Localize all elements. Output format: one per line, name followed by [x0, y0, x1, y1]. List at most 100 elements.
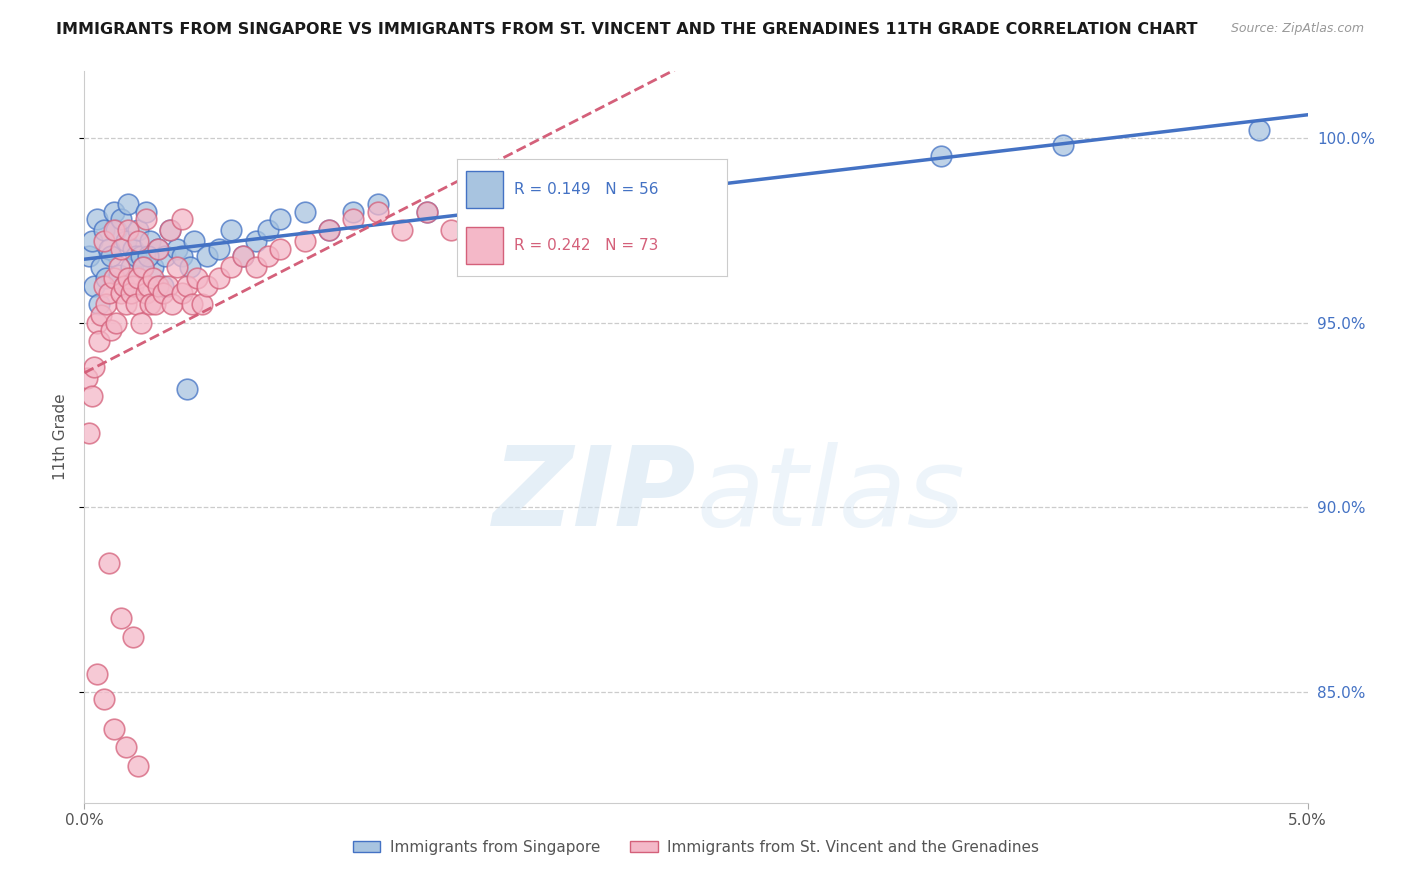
Point [122, 630, 145, 644]
Point [86, 666, 108, 681]
Point [122, 242, 145, 256]
Point [929, 149, 952, 163]
Point [367, 204, 389, 219]
Point [183, 235, 205, 249]
Point [172, 285, 194, 300]
Point [97, 285, 120, 300]
Point [146, 242, 169, 256]
Point [186, 271, 208, 285]
Point [1247, 123, 1270, 137]
Point [257, 223, 280, 237]
Point [245, 260, 267, 274]
Point [318, 223, 340, 237]
Text: Source: ZipAtlas.com: Source: ZipAtlas.com [1230, 22, 1364, 36]
Point [110, 285, 132, 300]
Point [127, 235, 149, 249]
Point [105, 316, 128, 330]
Point [135, 204, 157, 219]
Point [232, 249, 254, 263]
Point [152, 285, 174, 300]
Point [93, 278, 115, 293]
Point [166, 260, 188, 274]
Point [90, 308, 112, 322]
Point [208, 242, 231, 256]
Point [110, 212, 132, 227]
Point [132, 260, 155, 274]
Point [122, 278, 145, 293]
Point [115, 297, 138, 311]
Point [562, 186, 585, 201]
Point [391, 223, 413, 237]
Point [107, 260, 129, 274]
Point [464, 212, 486, 227]
Point [294, 204, 316, 219]
Point [1052, 138, 1074, 153]
Legend: Immigrants from Singapore, Immigrants from St. Vincent and the Grenadines: Immigrants from Singapore, Immigrants fr… [347, 834, 1045, 861]
Point [139, 235, 162, 249]
Point [77, 426, 100, 441]
Point [125, 297, 148, 311]
Point [115, 235, 138, 249]
Point [112, 278, 135, 293]
Point [416, 204, 439, 219]
Point [129, 316, 152, 330]
Point [342, 204, 364, 219]
Point [172, 249, 194, 263]
Point [96, 271, 118, 285]
Point [440, 223, 463, 237]
Point [162, 297, 184, 311]
Point [176, 278, 198, 293]
Y-axis label: 11th Grade: 11th Grade [52, 393, 67, 481]
Point [110, 611, 132, 625]
Point [208, 271, 231, 285]
Point [127, 759, 149, 773]
Point [219, 260, 242, 274]
Point [146, 278, 169, 293]
Text: atlas: atlas [696, 442, 965, 549]
Point [166, 242, 188, 256]
Point [159, 223, 181, 237]
Point [97, 242, 120, 256]
Point [112, 278, 135, 293]
Text: IMMIGRANTS FROM SINGAPORE VS IMMIGRANTS FROM ST. VINCENT AND THE GRENADINES 11TH: IMMIGRANTS FROM SINGAPORE VS IMMIGRANTS … [56, 22, 1198, 37]
Point [232, 249, 254, 263]
Point [181, 297, 204, 311]
Point [159, 223, 181, 237]
Point [135, 212, 157, 227]
Point [269, 242, 291, 256]
Point [127, 271, 149, 285]
Point [318, 223, 340, 237]
Point [83, 278, 105, 293]
Point [127, 223, 149, 237]
Point [115, 740, 138, 755]
Point [179, 260, 201, 274]
Point [105, 223, 128, 237]
Point [464, 212, 486, 227]
Point [120, 260, 142, 274]
Point [87, 297, 110, 311]
Point [294, 235, 316, 249]
Point [93, 223, 115, 237]
Point [93, 692, 115, 706]
Point [129, 249, 152, 263]
Point [136, 249, 159, 263]
Point [152, 278, 174, 293]
Point [117, 223, 139, 237]
Point [195, 249, 218, 263]
Point [80, 235, 103, 249]
Point [195, 278, 218, 293]
Point [107, 268, 129, 282]
Point [342, 212, 364, 227]
Point [612, 175, 634, 189]
Point [103, 223, 125, 237]
Point [103, 204, 125, 219]
Point [117, 197, 139, 211]
Point [142, 271, 165, 285]
Point [86, 212, 108, 227]
Point [97, 556, 120, 570]
Point [513, 223, 536, 237]
Point [685, 168, 707, 182]
Point [103, 271, 125, 285]
Point [257, 249, 280, 263]
Point [172, 212, 194, 227]
